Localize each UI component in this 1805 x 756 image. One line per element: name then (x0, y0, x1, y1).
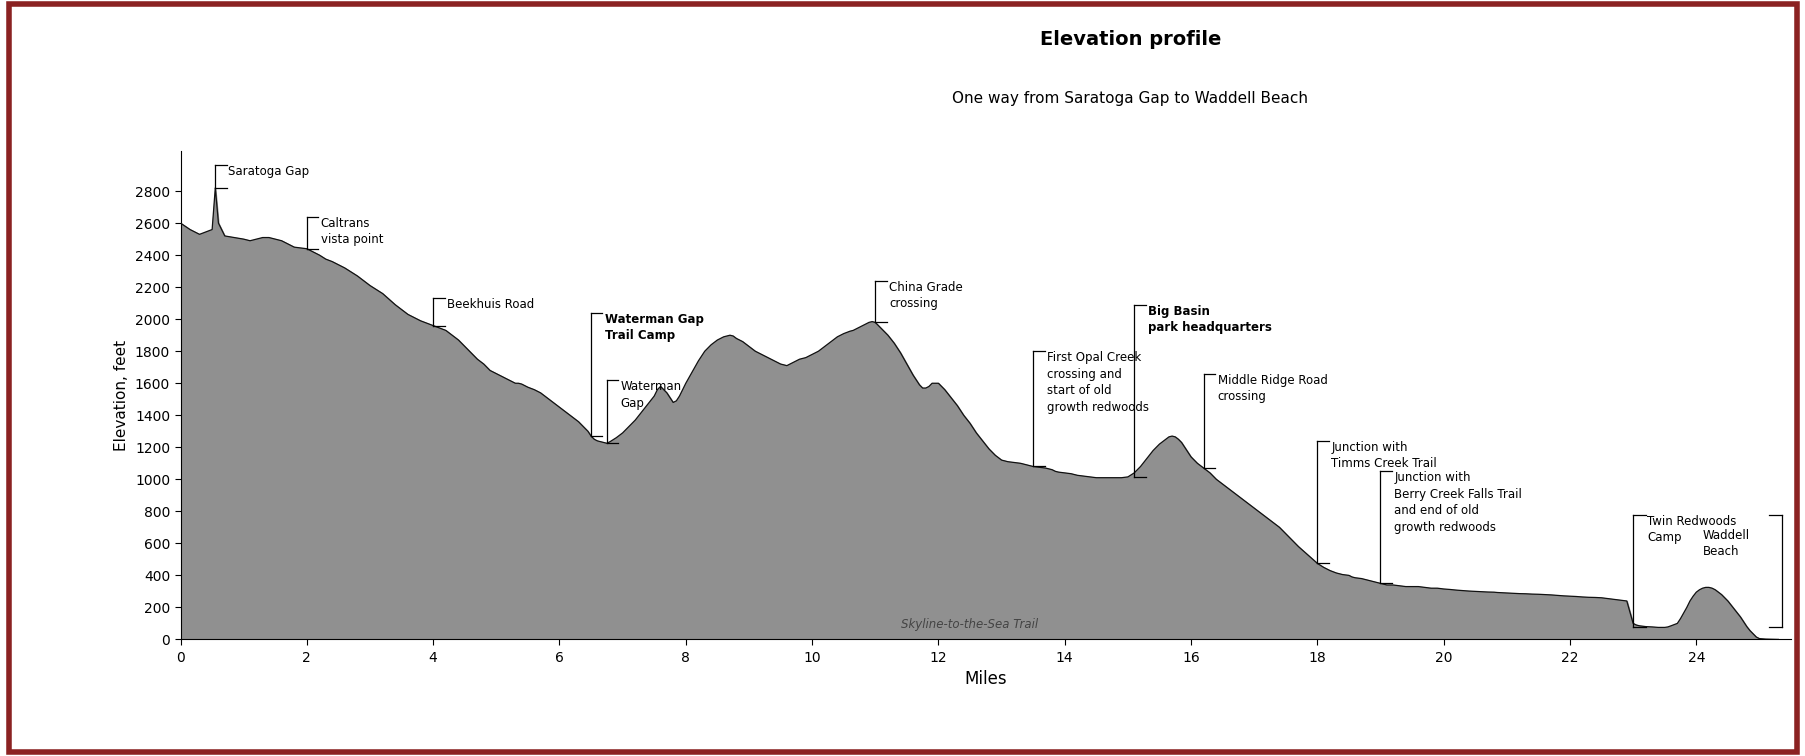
X-axis label: Miles: Miles (964, 670, 1007, 688)
Text: Elevation profile: Elevation profile (1040, 30, 1220, 49)
Text: Waterman Gap
Trail Camp: Waterman Gap Trail Camp (605, 313, 704, 342)
Text: Junction with
Timms Creek Trail: Junction with Timms Creek Trail (1330, 441, 1437, 470)
Text: Waddell
Beach: Waddell Beach (1702, 529, 1749, 559)
Text: China Grade
crossing: China Grade crossing (888, 280, 962, 310)
Text: Skyline-to-the-Sea Trail: Skyline-to-the-Sea Trail (901, 618, 1038, 631)
Text: Big Basin
park headquarters: Big Basin park headquarters (1148, 305, 1271, 334)
Text: First Opal Creek
crossing and
start of old
growth redwoods: First Opal Creek crossing and start of o… (1047, 352, 1148, 414)
Text: Saratoga Gap: Saratoga Gap (227, 166, 309, 178)
Text: Twin Redwoods
Camp: Twin Redwoods Camp (1646, 515, 1735, 544)
Text: Beekhuis Road: Beekhuis Road (448, 299, 534, 311)
Text: Middle Ridge Road
crossing: Middle Ridge Road crossing (1217, 373, 1327, 403)
Text: One way from Saratoga Gap to Waddell Beach: One way from Saratoga Gap to Waddell Bea… (951, 91, 1307, 106)
Text: Waterman
Gap: Waterman Gap (621, 380, 682, 410)
Y-axis label: Elevation, feet: Elevation, feet (114, 339, 130, 451)
Text: Junction with
Berry Creek Falls Trail
and end of old
growth redwoods: Junction with Berry Creek Falls Trail an… (1393, 471, 1522, 534)
Text: Caltrans
vista point: Caltrans vista point (321, 217, 383, 246)
